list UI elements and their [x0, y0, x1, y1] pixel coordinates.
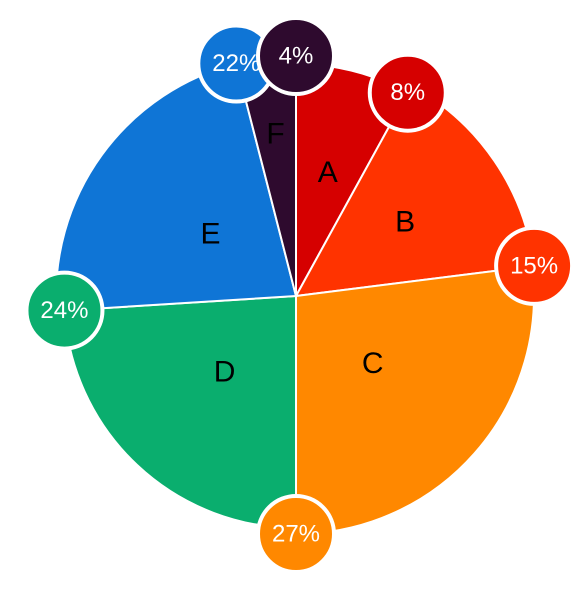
- percent-bubble-circle-b: [494, 225, 572, 306]
- slices-layer: [55, 54, 536, 536]
- category-labels-layer: A B C D E F: [201, 118, 416, 389]
- data-label-d: 24%: [40, 297, 88, 324]
- category-label-d: D: [214, 356, 236, 389]
- percent-bubble-circle-d: [24, 270, 105, 351]
- category-label-f: F: [266, 118, 284, 151]
- pie-slice-d: [63, 294, 297, 530]
- data-label-e: 22%: [212, 50, 260, 77]
- percent-bubble-circle-a: [367, 52, 448, 133]
- percent-bubble-c: 27%: [256, 494, 336, 574]
- percent-bubble-b: 15%: [494, 225, 572, 306]
- category-label-b: B: [395, 205, 415, 238]
- data-label-c: 27%: [272, 521, 320, 548]
- category-label-e: E: [201, 217, 221, 250]
- pie-slice-c: [295, 265, 535, 536]
- data-label-a: 8%: [390, 79, 425, 106]
- category-label-a: A: [318, 156, 338, 189]
- percent-bubbles-layer: 8% 15% 27% 24% 22% 4%: [24, 16, 572, 574]
- percent-bubble-circle-c: [256, 494, 336, 574]
- percent-bubble-circle-f: [256, 16, 336, 96]
- percent-bubble-a: 8%: [367, 52, 448, 133]
- category-label-c: C: [362, 347, 384, 380]
- percent-bubble-d: 24%: [24, 270, 105, 351]
- data-label-b: 15%: [510, 252, 558, 279]
- data-label-f: 4%: [279, 43, 314, 70]
- percent-bubble-f: 4%: [256, 16, 336, 96]
